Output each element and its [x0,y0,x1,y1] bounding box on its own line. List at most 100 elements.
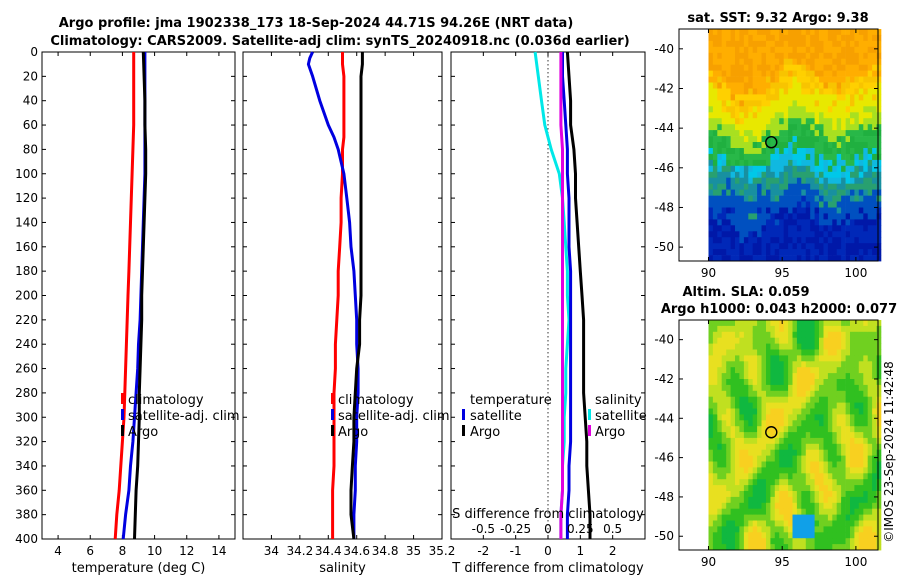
sst-heatmap-cell [783,82,789,89]
sst-heatmap-cell [867,76,873,83]
sla-heatmap-cell [819,402,824,409]
sla-heatmap-cell [832,426,838,433]
sst-heatmap-cell [766,112,771,119]
sst-heatmap-cell [735,112,740,119]
sla-heatmap-cell [788,390,793,398]
sla-heatmap-cell [845,361,851,368]
sla-heatmap-cell [770,479,776,486]
sst-heatmap-cell [766,94,771,101]
sla-heatmap-cell [823,473,829,480]
sla-heatmap-cell [845,437,851,445]
sla-heatmap-cell [836,373,842,380]
sst-heatmap-cell [876,213,882,220]
sst-heatmap-cell [712,64,718,71]
sla-heatmap-cell [708,355,714,362]
sla-heatmap-cell [779,349,784,356]
sla-heatmap-cell [788,402,793,409]
sla-heatmap-cell [836,337,842,344]
y-tick-label: -42 [654,81,674,95]
sla-heatmap-cell [708,514,714,521]
sla-heatmap-cell [730,402,736,409]
sst-heatmap-cell [792,213,798,220]
sst-heatmap-cell [774,46,780,54]
sla-heatmap-cell [748,402,754,409]
sst-heatmap-cell [841,124,846,131]
sla-heatmap-cell [876,379,882,386]
sst-heatmap-cell [739,40,745,48]
sst-heatmap-cell [872,219,877,226]
sla-heatmap-cell [730,343,736,350]
sla-heatmap-cell [712,526,718,533]
sla-heatmap-cell [757,343,762,350]
sst-heatmap-cell [867,136,873,143]
sst-heatmap-cell [850,106,855,113]
sst-heatmap-cell [819,225,824,232]
sst-heatmap-cell [863,195,869,202]
sst-heatmap-cell [743,142,749,149]
sla-heatmap-cell [721,355,727,362]
sst-heatmap-cell [863,34,869,42]
sst-heatmap-cell [832,106,838,113]
sst-heatmap-cell [739,231,745,238]
sst-heatmap-cell [801,195,807,202]
sla-heatmap-cell [832,367,838,374]
sla-heatmap-cell [841,502,846,510]
sla-heatmap-cell [712,396,718,403]
sst-heatmap-cell [726,195,731,202]
sst-heatmap-cell [766,159,771,167]
sla-heatmap-cell [819,455,824,462]
sla-heatmap-cell [796,390,802,398]
sst-heatmap-cell [708,219,714,226]
sla-heatmap-cell [730,437,736,445]
legend-label: Argo [595,425,625,440]
sst-heatmap-cell [845,64,851,71]
sla-heatmap-cell [770,396,776,403]
sst-heatmap-cell [766,243,771,250]
sst-heatmap-cell [823,88,829,95]
sla-heatmap-cell [801,373,807,380]
sla-heatmap-cell [810,467,815,474]
sst-heatmap-cell [770,159,776,167]
sst-heatmap-cell [766,171,771,179]
sst-heatmap-cell [810,40,815,48]
sst-heatmap-cell [757,130,762,137]
sst-heatmap-cell [854,106,860,113]
sst-heatmap-cell [867,82,873,89]
sla-heatmap-cell [779,396,784,403]
sla-heatmap-cell [841,426,846,433]
sla-heatmap-cell [810,331,815,339]
sla-heatmap-cell [783,396,789,403]
sla-heatmap-cell [774,414,780,421]
sst-heatmap-cell [730,213,736,220]
sst-heatmap-cell [717,40,723,48]
sla-heatmap-cell [867,349,873,356]
sla-heatmap-cell [792,538,798,545]
sla-heatmap-cell [712,514,718,521]
sst-heatmap-cell [783,237,789,244]
y-tick-label: 400 [15,532,38,546]
sst-heatmap-cell [805,76,811,83]
sla-heatmap-cell [757,538,762,545]
sst-heatmap-cell [735,142,740,149]
sla-heatmap-cell [854,449,860,456]
sla-heatmap-cell [721,367,727,374]
sla-heatmap-cell [836,426,842,433]
sla-heatmap-cell [819,544,824,551]
sst-heatmap-cell [872,52,877,60]
temperature-x-axis-label: temperature (deg C) [72,561,206,576]
sst-heatmap-cell [721,118,727,125]
sst-heatmap-cell [819,112,824,119]
sla-heatmap-cell [832,373,838,380]
sla-heatmap-cell [774,461,780,468]
sla-heatmap-cell [863,491,869,498]
sst-heatmap-cell [721,225,727,232]
sla-heatmap-cell [774,349,780,356]
sst-heatmap-cell [774,106,780,113]
sla-heatmap-cell [752,343,758,350]
sst-heatmap-cell [854,40,860,48]
sla-heatmap-cell [850,396,855,403]
sla-heatmap-cell [761,379,767,386]
sla-heatmap-cell [854,502,860,510]
sst-heatmap-cell [766,249,771,256]
y-tick-label: 60 [23,118,38,132]
